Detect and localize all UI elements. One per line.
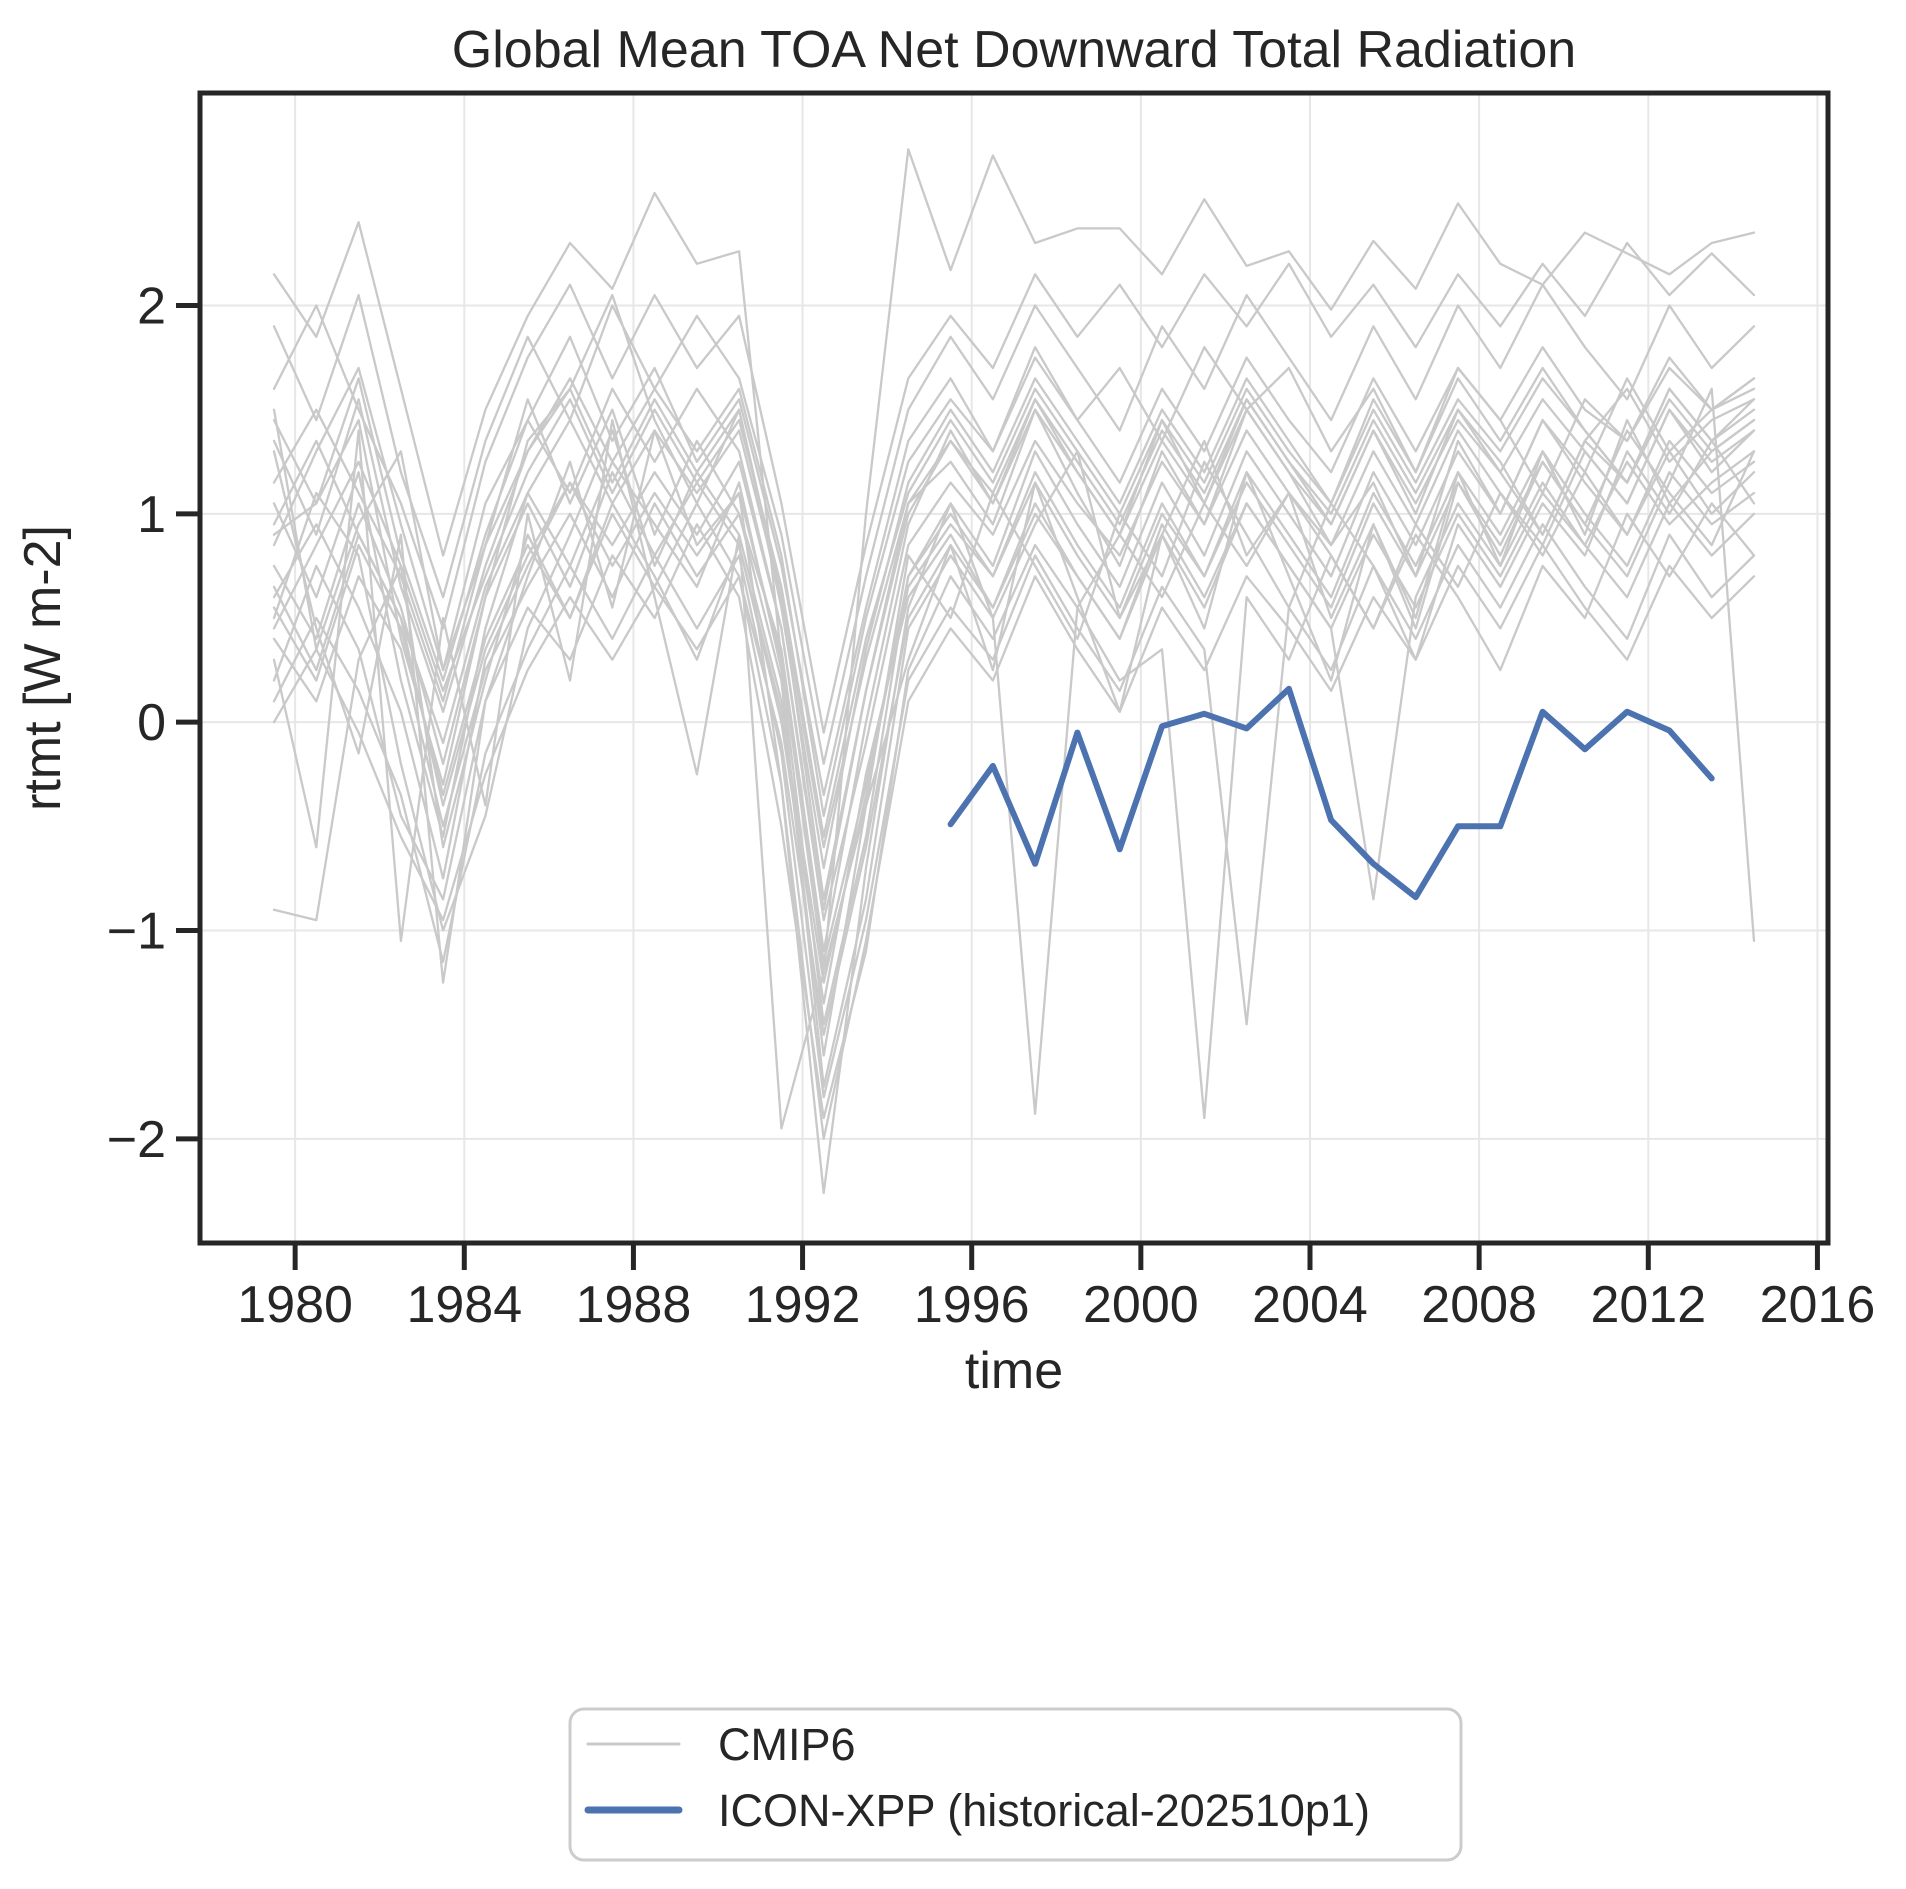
cmip6-line: [272, 377, 1756, 838]
x-tick-label: 1984: [406, 1276, 522, 1334]
y-tick-label: 2: [137, 278, 166, 336]
y-tick-label: 1: [137, 486, 166, 544]
x-tick-label: 1992: [745, 1276, 861, 1334]
y-axis-label: rtmt [W m-2]: [14, 525, 72, 811]
x-tick-label: 2008: [1421, 1276, 1537, 1334]
x-tick-label: 1996: [914, 1276, 1030, 1334]
cmip6-line: [272, 543, 1756, 1140]
x-tick-label: 2004: [1252, 1276, 1368, 1334]
x-axis-label: time: [965, 1342, 1063, 1400]
legend-label-icon-xpp: ICON-XPP (historical-202510p1): [718, 1785, 1370, 1836]
cmip6-line: [272, 418, 1756, 1026]
cmip6-line: [272, 481, 1756, 1036]
chart-title: Global Mean TOA Net Downward Total Radia…: [452, 21, 1576, 79]
cmip6-line: [272, 398, 1756, 849]
data-series: [272, 148, 1756, 1195]
x-tick-label: 2012: [1590, 1276, 1706, 1334]
cmip6-line: [272, 241, 1756, 734]
x-tick-label: 2016: [1760, 1276, 1876, 1334]
y-tick-label: 0: [137, 694, 166, 752]
cmip6-line: [272, 356, 1756, 818]
x-tick-label: 2000: [1083, 1276, 1199, 1334]
axis-ticks: 1980 1984 1988 1992 1996 2000 2004 2008 2012 2016…: [107, 278, 1876, 1335]
cmip6-line: [272, 450, 1756, 1115]
y-tick-label: −2: [107, 1111, 166, 1169]
cmip6-line: [272, 148, 1756, 974]
x-tick-label: 1988: [576, 1276, 692, 1334]
cmip6-line: [272, 283, 1756, 765]
cmip6-line: [272, 377, 1756, 911]
legend-box: [568, 1707, 1463, 1862]
cmip6-line: [272, 387, 1756, 963]
cmip6-line: [272, 335, 1756, 797]
y-tick-label: −1: [107, 903, 166, 961]
plot-border: [197, 90, 1831, 1246]
cmip6-line: [272, 450, 1756, 984]
cmip6-line: [272, 523, 1756, 1099]
icon-xpp-line: [947, 685, 1715, 901]
cmip6-line: [272, 366, 1756, 870]
legend-label-cmip6: CMIP6: [718, 1719, 856, 1770]
cmip6-line: [272, 387, 1756, 953]
x-tick-label: 1980: [237, 1276, 353, 1334]
cmip6-line: [272, 502, 1756, 1120]
legend: CMIP6 ICON-XPP (historical-202510p1): [568, 1707, 1463, 1862]
